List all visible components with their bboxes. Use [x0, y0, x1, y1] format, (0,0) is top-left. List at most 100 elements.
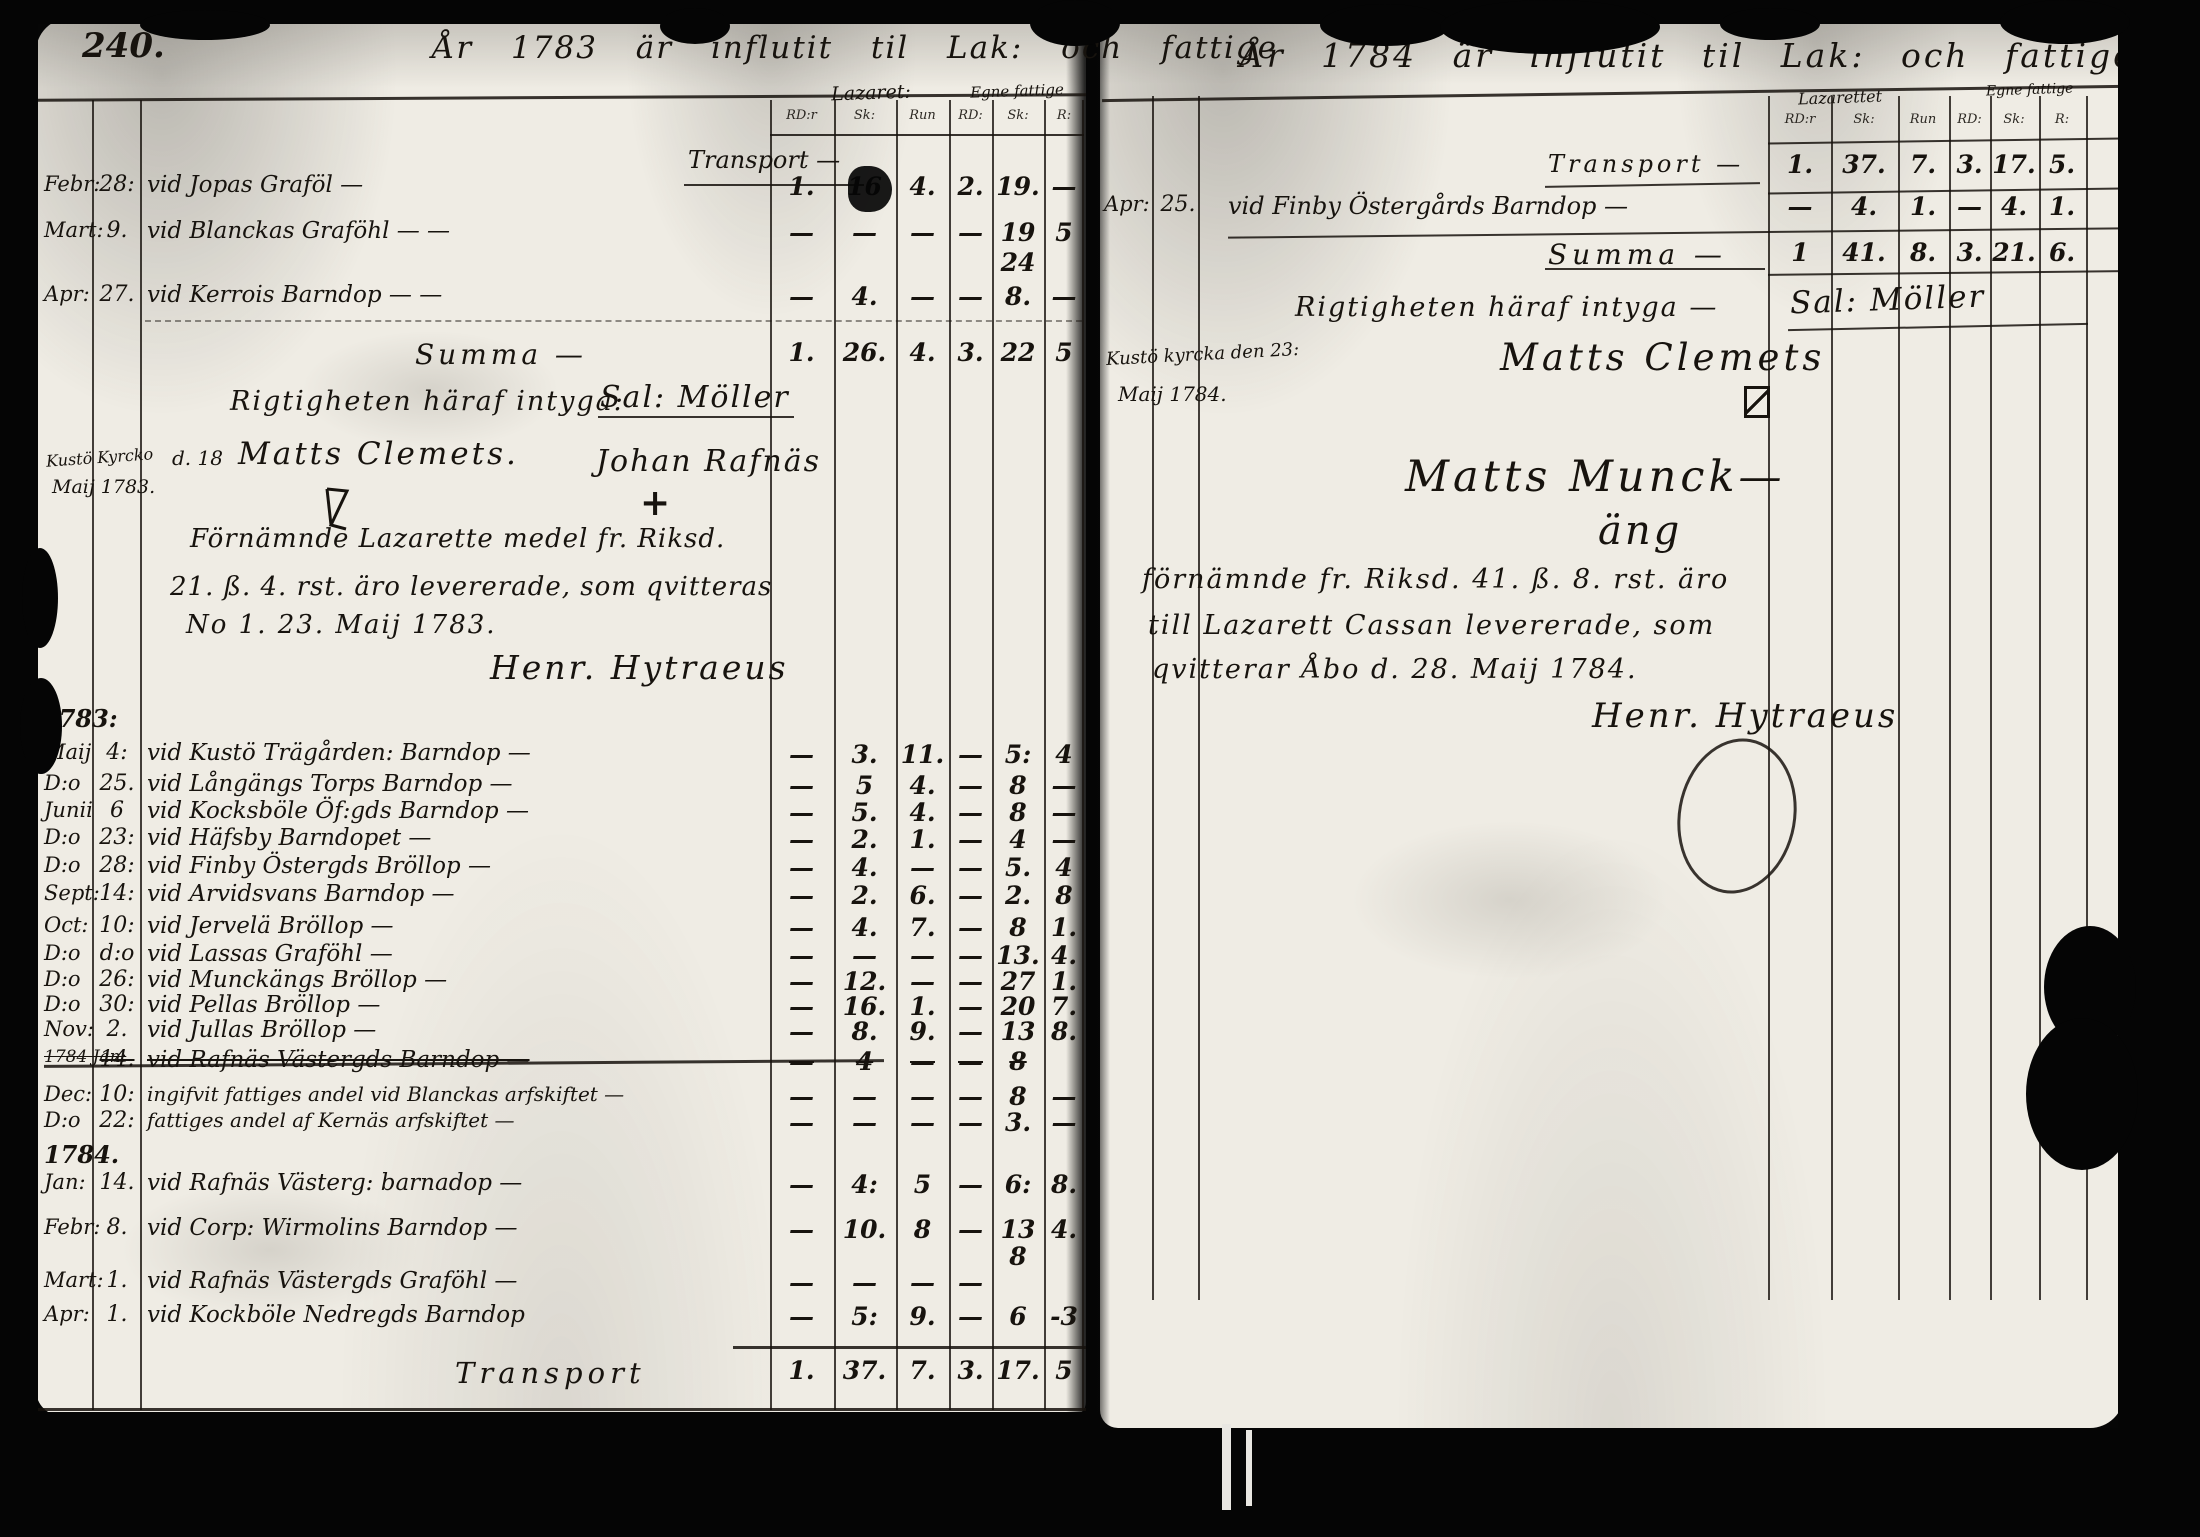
divider	[1044, 100, 1046, 1410]
amount-cell: —	[789, 1215, 814, 1244]
amount-cell: 16.	[842, 992, 887, 1021]
amount-cell: 17.	[996, 1356, 1040, 1385]
amount-cell: —	[789, 798, 814, 827]
amount-cell: —	[958, 1302, 983, 1331]
amount-cell: —	[910, 967, 935, 996]
amount-cell: —	[1051, 798, 1077, 827]
amount-cell: —	[852, 1268, 877, 1297]
amount-cell: 8.	[1050, 1017, 1078, 1046]
subcolumn-label: RD:	[958, 108, 983, 123]
entry-text: vid Häfsby Barndopet —	[147, 825, 432, 851]
amount-cell: 3.	[957, 1356, 984, 1385]
scan-border	[0, 1412, 1100, 1537]
amount-cell: 5	[855, 771, 874, 800]
amount-cell: —	[958, 1268, 983, 1297]
amount-cell: —	[958, 771, 983, 800]
entry-day: 30:	[99, 992, 135, 1017]
entry-month: D:o	[44, 992, 81, 1016]
entry-day: 26:	[99, 967, 135, 992]
table-row: 24	[0, 248, 2200, 284]
book-fold-gutter	[1066, 16, 1110, 1426]
divider	[1898, 96, 1900, 1300]
amount-cell: 1.	[909, 992, 936, 1021]
signature-munck: Matts Munck—	[1405, 452, 1786, 502]
amount-cell: 10.	[842, 1215, 887, 1244]
amount-cell: 4:	[851, 1170, 878, 1199]
entry-day: 23:	[99, 825, 135, 850]
scan-artifact	[2026, 1018, 2138, 1170]
amount-cell: 1.	[909, 825, 936, 854]
table-row: Apr: 25. vid Finby Östergårds Barndop — — 4.…	[0, 192, 2200, 228]
date-prefix: d. 18	[172, 446, 223, 470]
transport-note: Transport —	[688, 146, 841, 174]
divider	[1768, 96, 1770, 1300]
divider	[949, 100, 951, 1410]
entry-month: Apr:	[44, 1302, 90, 1326]
amount-cell: 5	[1055, 1356, 1073, 1385]
bomarke-icon	[1744, 386, 1770, 418]
transport-label: Transport	[455, 1356, 646, 1390]
amount-cell: —	[910, 1082, 935, 1111]
amount-cell: —	[852, 941, 877, 970]
entry-day: 28:	[99, 172, 135, 197]
amount-cell: 7.	[1050, 992, 1078, 1021]
amount-cell: -3	[1050, 1302, 1078, 1331]
amount-cell: —	[789, 771, 814, 800]
amount-cell: —	[789, 740, 814, 769]
amount-cell: 5:	[1004, 740, 1032, 769]
table-row: Jan: 14. vid Rafnäs Västerg: barnadop — — 4:…	[0, 1170, 2200, 1206]
amount-cell: 8.	[1050, 1170, 1078, 1199]
divider	[1152, 96, 1154, 1300]
amount-cell: —	[910, 282, 935, 311]
amount-cell: —	[958, 825, 983, 854]
amount-cell: 41.	[1842, 238, 1886, 267]
scan-artifact	[1222, 1424, 1231, 1510]
amount-cell: 1.	[788, 338, 815, 367]
signature-moller: Sal: Möller	[1789, 278, 1986, 322]
receipt-line: förnämnde fr. Riksd. 41. ß. 8. rst. äro	[1142, 564, 1730, 595]
amount-cell: —	[789, 1170, 814, 1199]
table-row: Nov: 2. vid Jullas Bröllop — — 8. 9. — 13 8.	[0, 1017, 2200, 1053]
amount-cell: —	[852, 1108, 877, 1137]
receipt-line: 21. ß. 4. rst. äro levererade, som qvitt…	[170, 572, 773, 602]
table-row: Febr: 8. vid Corp: Wirmolins Barndop — — 10.…	[0, 1215, 2200, 1251]
entry-text: vid Finby Östergårds Barndop —	[1228, 192, 1629, 220]
amount-cell: 1.	[1786, 150, 1814, 179]
entry-month: Jan:	[44, 1170, 86, 1194]
entry-text: vid Kustö Trägården: Barndop —	[147, 740, 531, 766]
amount-cell: 6:	[1004, 1170, 1032, 1199]
amount-cell: 4.	[851, 913, 878, 942]
summa-row: Summa — 1 41. 8. 3. 21. 6.	[0, 238, 2200, 274]
divider	[834, 100, 836, 1410]
amount-cell: 7.	[909, 1356, 936, 1385]
entry-day: 25.	[1160, 192, 1196, 217]
amount-cell: 8	[1009, 771, 1027, 800]
amount-cell: 2.	[851, 825, 878, 854]
amount-cell: —	[910, 1108, 935, 1137]
amount-cell: 20	[1000, 992, 1036, 1021]
entry-day: 14:	[99, 881, 135, 906]
amount-cell: 1.	[788, 1356, 815, 1385]
entry-day: 14.	[99, 1170, 135, 1195]
table-row: D:o 26: vid Munckängs Bröllop — — 12. — — 27 1.	[0, 967, 2200, 1003]
entry-text: vid Rafnäs Västergds Graföhl —	[147, 1268, 518, 1294]
entry-text: vid Arvidsvans Barndop —	[147, 881, 455, 907]
left-page-header: År 1783 är influtit til Lak: och fattige	[432, 30, 1278, 66]
amount-cell: 6.	[2048, 238, 2076, 267]
signature-hytraeus: Henr. Hytraeus	[490, 648, 789, 687]
amount-cell: 5:	[851, 1302, 878, 1331]
table-row: D:o 23: vid Häfsby Barndopet — — 2. 1. — 4 —	[0, 825, 2200, 861]
summa-row: Summa — 1. 26. 4. 3. 22 5	[0, 338, 2200, 374]
table-row: D:o 28: vid Finby Östergds Bröllop — — 4. — — 5…	[0, 853, 2200, 889]
divider	[145, 320, 1082, 322]
amount-cell: —	[789, 881, 814, 910]
table-row: Sept: 14: vid Arvidsvans Barndop — — 2. 6. — 2.…	[0, 881, 2200, 917]
amount-cell: —	[910, 1047, 935, 1076]
amount-cell: 8.	[1004, 282, 1032, 311]
divider	[598, 416, 794, 418]
receipt-line: No 1. 23. Maij 1783.	[186, 610, 497, 640]
amount-cell: —	[1051, 282, 1077, 311]
amount-cell: —	[1051, 172, 1077, 201]
table-row: Apr: 27. vid Kerrois Barndop — — — 4. — — 8. —	[0, 282, 2200, 318]
divider	[992, 100, 994, 1410]
